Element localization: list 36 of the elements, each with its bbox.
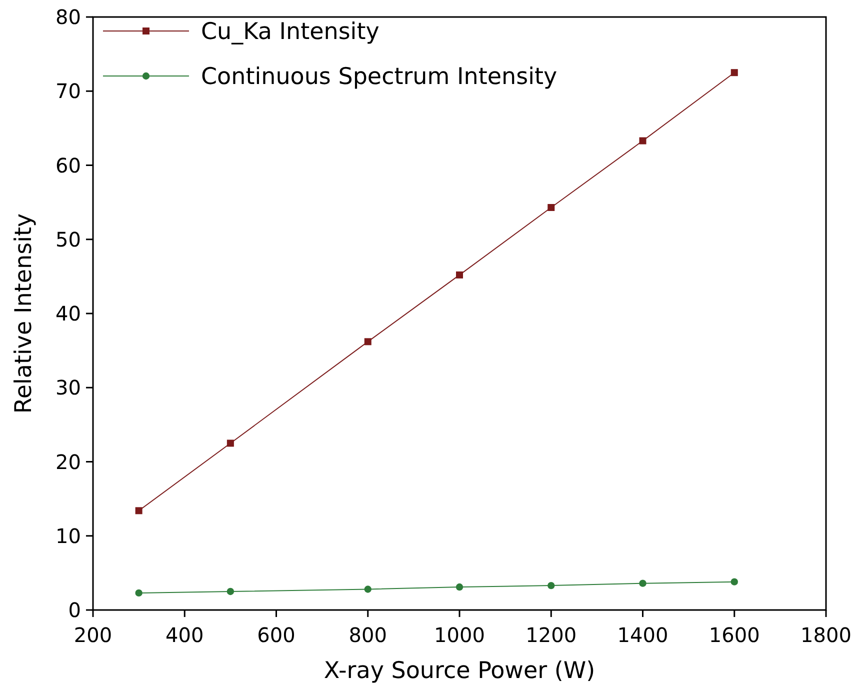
x-tick-label: 800 — [348, 623, 387, 647]
y-tick-label: 50 — [56, 227, 81, 252]
x-tick-label: 1200 — [526, 623, 577, 647]
point — [548, 582, 555, 590]
point — [730, 578, 738, 586]
x-tick-label: 1000 — [434, 623, 485, 647]
y-tick-label: 30 — [56, 376, 81, 400]
point — [639, 580, 646, 587]
x-tick-label: 1800 — [800, 623, 852, 647]
x-tick-label: 200 — [74, 623, 112, 647]
point — [226, 588, 234, 596]
x-tick-label: 400 — [166, 623, 204, 647]
point — [456, 583, 464, 591]
y-tick-label: 40 — [56, 302, 81, 326]
x-axis-title: X-ray Source Power (W) — [324, 658, 596, 684]
x-tick-label: 1400 — [617, 623, 668, 647]
y-tick-label: 60 — [56, 153, 81, 178]
x-tick-label: 1600 — [708, 623, 760, 647]
point — [135, 589, 142, 597]
y-tick-label: 80 — [56, 5, 81, 29]
point — [730, 69, 738, 76]
legend-label: Continuous Spectrum Intensity — [201, 64, 558, 90]
y-tick-label: 0 — [68, 598, 81, 622]
y-axis-title: Relative Intensity — [11, 213, 37, 414]
point — [226, 440, 234, 447]
point — [548, 204, 555, 211]
point — [135, 507, 142, 514]
legend-label: Cu_Ka Intensity — [201, 19, 380, 46]
point — [639, 137, 646, 144]
point — [364, 338, 372, 346]
y-tick-label: 70 — [56, 79, 81, 104]
y-tick-label: 10 — [56, 524, 81, 548]
y-tick-label: 20 — [56, 450, 81, 474]
point — [364, 586, 372, 593]
x-tick-label: 600 — [257, 623, 296, 647]
point — [456, 271, 463, 278]
